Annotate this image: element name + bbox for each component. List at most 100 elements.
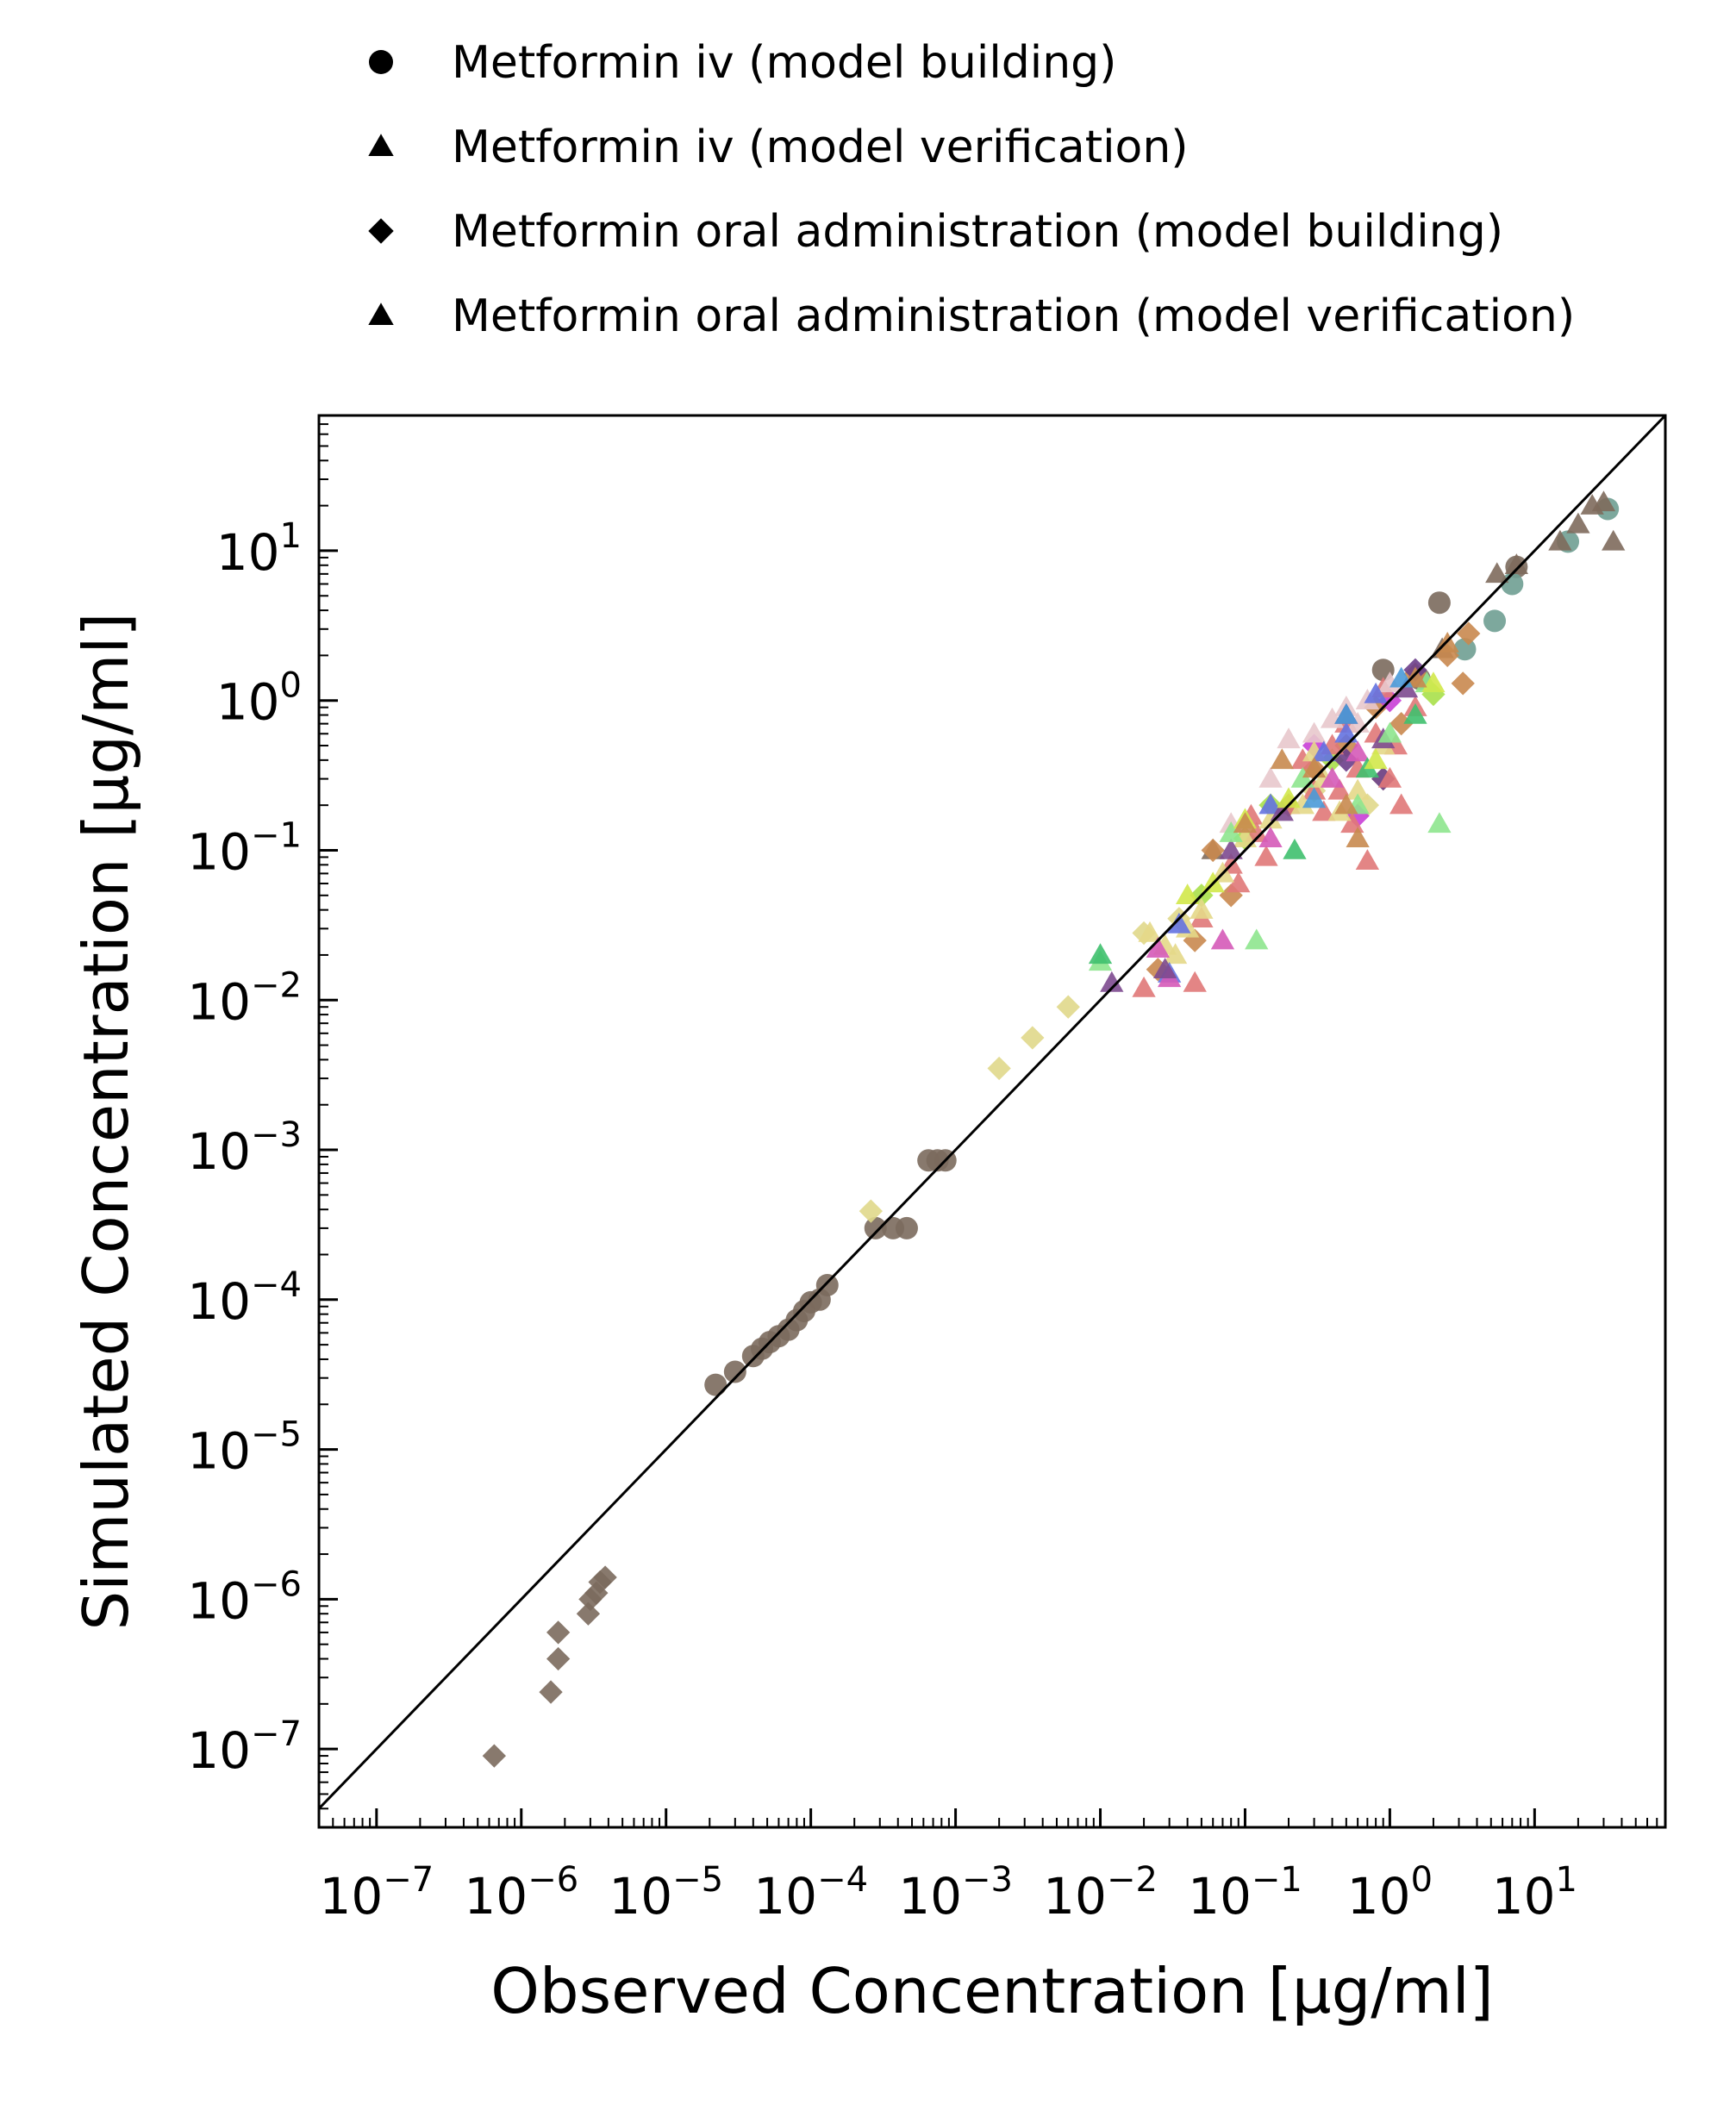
data-point <box>1364 682 1388 703</box>
data-point <box>593 1565 617 1589</box>
plot-area <box>317 414 1667 1829</box>
data-point <box>1277 727 1301 749</box>
data-point <box>1591 490 1616 512</box>
x-tick-label: 100 <box>1347 1860 1433 1926</box>
legend-label: Metformin iv (model verification) <box>452 122 1189 173</box>
data-point <box>1504 553 1529 575</box>
x-tick-label: 10−6 <box>464 1860 578 1926</box>
data-point <box>1346 827 1370 847</box>
y-tick-label: 10−1 <box>187 815 302 881</box>
legend-label: Metformin iv (model building) <box>452 37 1116 89</box>
data-point <box>1146 937 1171 958</box>
data-point <box>1457 621 1481 646</box>
data-point <box>1312 800 1336 821</box>
x-tick-label: 10−4 <box>753 1860 868 1926</box>
y-axis-title: Simulated Concentration [µg/ml] <box>70 612 142 1630</box>
y-tick-label: 10−6 <box>187 1564 302 1630</box>
data-point <box>1566 512 1590 534</box>
y-tick-label: 10−7 <box>187 1714 302 1780</box>
data-point <box>1290 748 1314 770</box>
data-point <box>1451 671 1475 696</box>
data-point <box>1245 928 1269 950</box>
y-tick-label: 10−4 <box>187 1265 302 1331</box>
data-point <box>859 1199 883 1223</box>
data-point <box>1334 793 1358 815</box>
data-point <box>1190 897 1214 919</box>
legend-label: Metformin oral administration (model bui… <box>452 206 1503 258</box>
data-point <box>1183 971 1207 992</box>
data-point <box>546 1646 571 1671</box>
data-point <box>895 1216 918 1239</box>
data-point <box>1254 845 1278 866</box>
data-point <box>1548 529 1572 551</box>
x-tick-label: 10−5 <box>609 1860 723 1926</box>
data-point <box>1602 529 1626 551</box>
data-point <box>1302 787 1327 809</box>
data-point <box>1346 740 1370 762</box>
data-point <box>1334 721 1358 743</box>
data-point <box>1132 976 1156 997</box>
data-point <box>1163 943 1188 965</box>
data-point <box>1167 912 1191 933</box>
data-point <box>1427 812 1452 833</box>
data-point <box>1334 702 1358 724</box>
plot-frame <box>317 414 1667 1829</box>
data-point <box>1258 766 1283 788</box>
data-point <box>1021 1026 1045 1050</box>
data-point <box>1427 591 1451 615</box>
y-tick-label: 101 <box>216 516 302 582</box>
data-point <box>1421 671 1446 693</box>
legend-marker-icon <box>368 218 394 244</box>
data-point <box>1233 827 1258 847</box>
data-point <box>546 1620 571 1645</box>
data-point <box>1355 849 1380 870</box>
data-point <box>1377 766 1402 788</box>
data-point <box>1201 838 1225 863</box>
y-tick-label: 100 <box>216 666 302 732</box>
data-point <box>1138 921 1162 942</box>
identity-line <box>317 414 1667 1810</box>
data-point <box>1270 748 1294 770</box>
data-points <box>482 490 1626 1768</box>
data-point <box>1334 748 1358 772</box>
data-point <box>1258 827 1283 847</box>
data-point <box>1483 609 1507 633</box>
x-axis-title: Observed Concentration [µg/ml] <box>490 1955 1494 2027</box>
legend-label: Metformin oral administration (model ver… <box>452 290 1575 342</box>
axis-ticks <box>318 415 1666 1828</box>
data-point <box>482 1744 506 1768</box>
data-point <box>1377 721 1402 743</box>
data-point <box>1485 562 1509 584</box>
data-point <box>1100 971 1124 992</box>
x-tick-label: 10−7 <box>319 1860 434 1926</box>
legend-marker-icon <box>368 303 394 326</box>
data-point <box>1283 838 1307 859</box>
data-point <box>1233 812 1258 833</box>
data-point <box>576 1601 601 1626</box>
legend-marker-icon <box>369 50 393 74</box>
data-point <box>864 1216 887 1239</box>
data-point <box>1346 778 1370 800</box>
data-point <box>1312 740 1336 762</box>
data-point <box>1146 958 1171 982</box>
data-point <box>1258 793 1283 815</box>
data-point <box>1277 787 1301 809</box>
data-point <box>1219 838 1243 859</box>
legend: Metformin iv (model building) Metformin i… <box>368 37 1575 342</box>
data-point <box>1389 711 1414 736</box>
data-point <box>1302 721 1327 743</box>
x-tick-label: 10−3 <box>898 1860 1013 1926</box>
y-tick-label: 10−3 <box>187 1115 302 1181</box>
legend-marker-icon <box>368 134 394 157</box>
data-point <box>1327 778 1352 800</box>
data-point <box>1152 958 1177 979</box>
data-point <box>1364 748 1388 770</box>
data-point <box>1258 808 1283 829</box>
data-point <box>1346 803 1370 828</box>
data-point <box>1355 793 1380 817</box>
data-point <box>723 1360 746 1383</box>
data-point <box>1320 766 1345 788</box>
x-tick-label: 101 <box>1492 1860 1577 1926</box>
data-point <box>1175 883 1200 905</box>
tick-labels: 10−7 10−6 10−5 10−4 10−3 10−2 10−1 100 101 10−7 10… <box>187 516 1577 1926</box>
